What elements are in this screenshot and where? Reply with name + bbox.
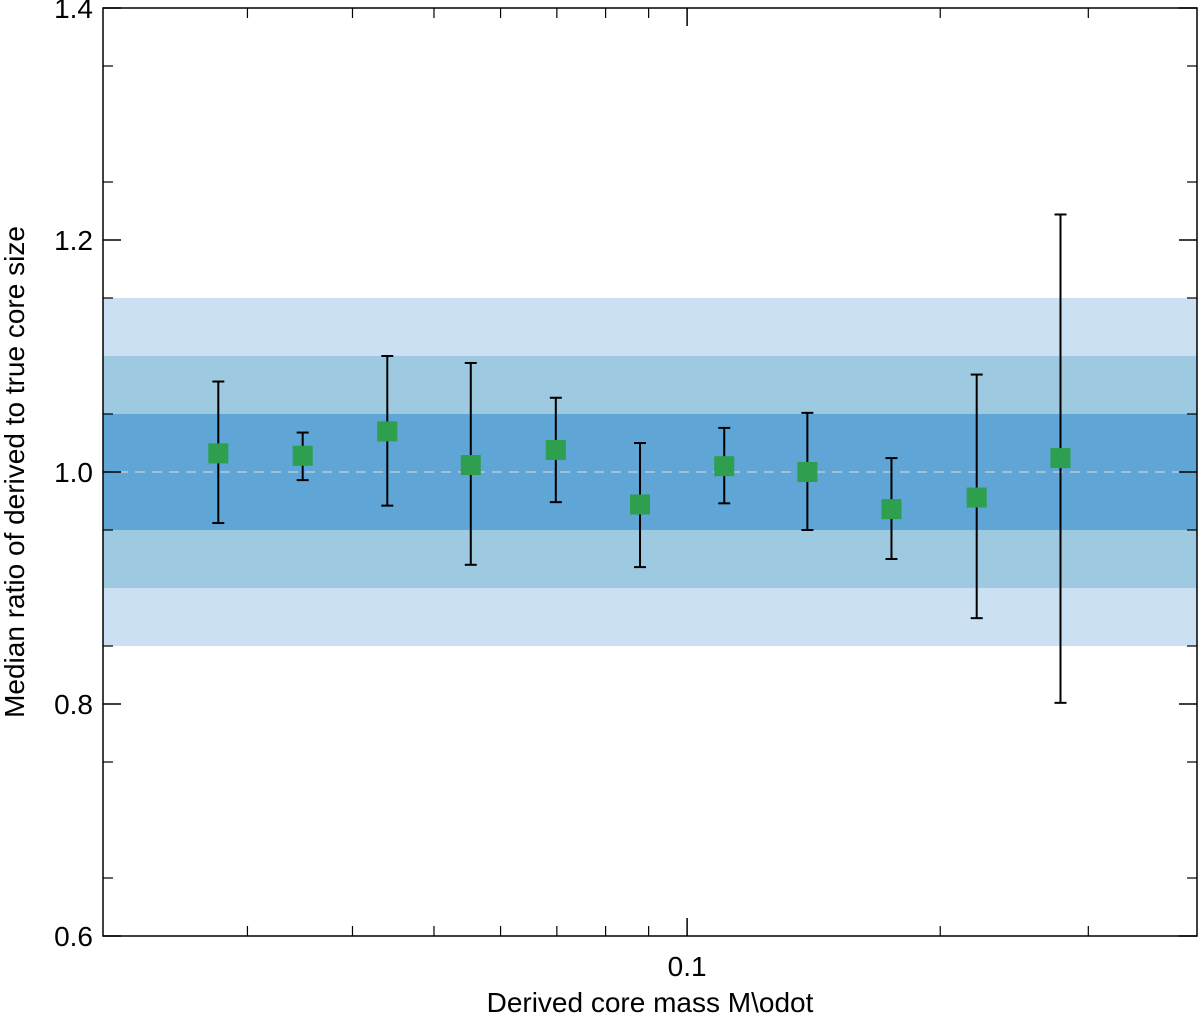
y-tick-label: 0.6 xyxy=(54,921,93,952)
axis-ticks: 0.6 0.8 1.0 1.2 1.4 0.1 xyxy=(54,0,1197,982)
data-point-1 xyxy=(292,431,313,482)
data-point-7 xyxy=(797,411,818,531)
marker xyxy=(292,445,313,466)
x-axis-label: Derived core mass M\odot xyxy=(487,987,814,1018)
y-tick-label: 1.0 xyxy=(54,457,93,488)
marker xyxy=(208,443,229,464)
marker xyxy=(377,421,398,442)
data-points xyxy=(208,213,1071,704)
y-tick-label: 0.8 xyxy=(54,689,93,720)
y-tick-label: 1.2 xyxy=(54,225,93,256)
y-tick-label: 1.4 xyxy=(54,0,93,24)
marker xyxy=(545,439,566,460)
y-axis-label: Median ratio of derived to true core siz… xyxy=(0,226,30,718)
data-point-10 xyxy=(1050,213,1071,704)
marker xyxy=(1050,448,1071,469)
data-point-8 xyxy=(881,457,902,560)
data-point-5 xyxy=(630,442,651,569)
data-point-2 xyxy=(377,355,398,507)
x-tick-label: 0.1 xyxy=(668,951,707,982)
marker xyxy=(966,487,987,508)
data-point-0 xyxy=(208,380,229,525)
marker xyxy=(630,494,651,515)
marker xyxy=(714,456,735,477)
data-point-4 xyxy=(545,396,566,504)
data-point-9 xyxy=(966,373,987,620)
data-point-6 xyxy=(714,426,735,505)
marker xyxy=(797,462,818,482)
data-point-3 xyxy=(460,361,481,566)
marker xyxy=(881,499,902,520)
marker xyxy=(460,455,481,476)
